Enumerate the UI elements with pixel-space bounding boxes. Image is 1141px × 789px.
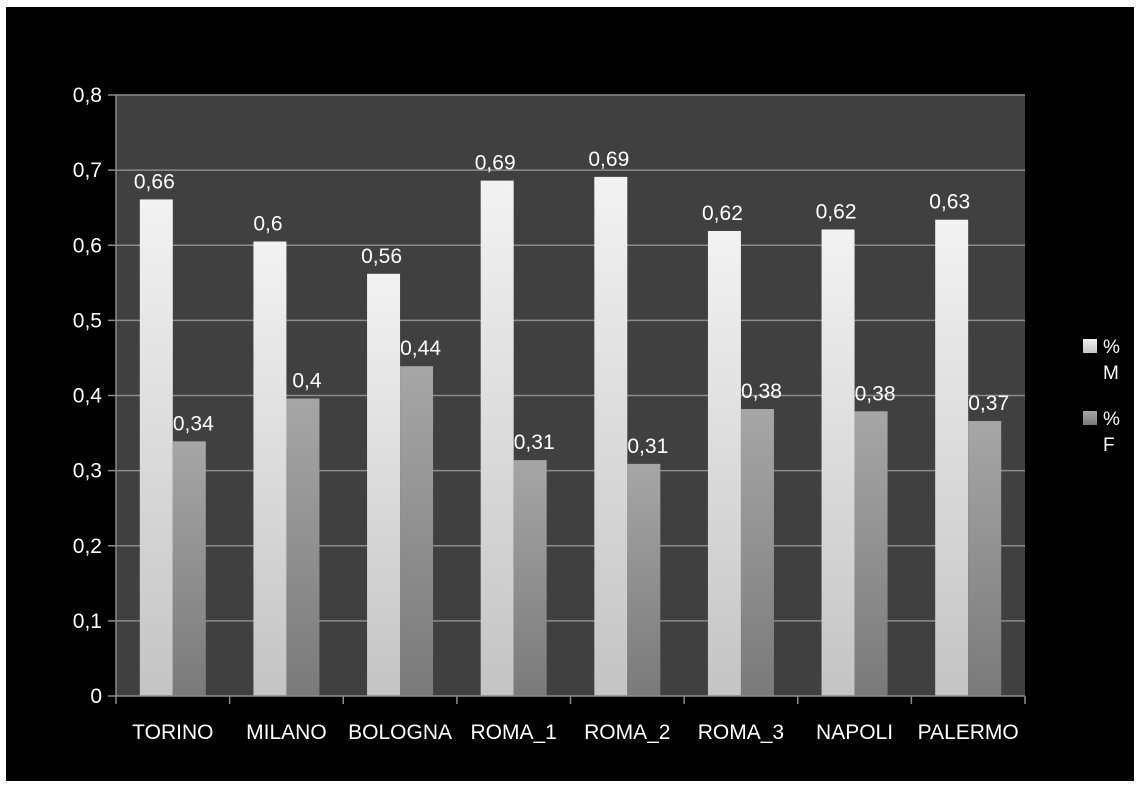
bar-f <box>513 460 547 696</box>
x-tick-label: TORINO <box>132 721 213 744</box>
data-label: 0,37 <box>968 392 1009 415</box>
bar-f <box>968 421 1002 696</box>
legend-label: % <box>1103 409 1120 430</box>
data-label: 0,63 <box>929 191 970 214</box>
y-tick-label: 0,8 <box>73 84 102 107</box>
data-label: 0,69 <box>588 148 629 171</box>
data-label: 0,56 <box>361 245 402 268</box>
data-label: 0,66 <box>134 170 175 193</box>
legend-swatch-m <box>1083 339 1097 353</box>
data-label: 0,4 <box>292 370 322 393</box>
bar-f <box>400 366 434 696</box>
bar-f <box>854 411 888 696</box>
bar-f <box>627 463 661 696</box>
data-label: 0,69 <box>475 152 516 175</box>
bar-f <box>286 398 320 696</box>
chart-frame: 0 0,1 0,2 0,3 0,4 0,5 0,6 0,7 0,8 TORINO MILANO BO… <box>6 7 1134 781</box>
x-tick-label: NAPOLI <box>816 721 893 744</box>
legend-label: % <box>1103 337 1120 358</box>
legend-label: M <box>1103 363 1119 384</box>
x-tick-label: ROMA_2 <box>584 721 670 744</box>
y-tick-labels: 0 0,1 0,2 0,3 0,4 0,5 0,6 0,7 0,8 <box>73 84 103 708</box>
data-label: 0,62 <box>816 200 857 223</box>
y-tick-label: 0,4 <box>73 385 103 408</box>
x-tick-label: ROMA_1 <box>471 721 557 744</box>
legend-label: F <box>1103 435 1115 456</box>
data-label: 0,62 <box>702 202 743 225</box>
data-labels: 0,66 0,34 0,6 0,4 0,56 0,44 0,69 0,31 0,69 0,31 0,… <box>134 148 1009 458</box>
bar-m <box>935 219 969 696</box>
x-tick-label: PALERMO <box>918 721 1019 744</box>
data-label: 0,44 <box>400 337 441 360</box>
data-label: 0,31 <box>514 431 555 454</box>
y-tick-label: 0 <box>90 685 102 708</box>
y-tick-label: 0,2 <box>73 535 102 558</box>
data-label: 0,38 <box>741 380 782 403</box>
legend-swatch-f <box>1083 411 1097 425</box>
y-tick-label: 0,6 <box>73 234 102 257</box>
bar-m <box>594 176 628 697</box>
data-label: 0,31 <box>627 435 668 458</box>
legend: % M% F <box>1083 337 1120 456</box>
data-label: 0,38 <box>855 382 896 405</box>
bar-m <box>253 241 287 696</box>
x-tick-label: BOLOGNA <box>348 721 452 744</box>
y-tick-label: 0,3 <box>73 460 102 483</box>
y-tick-label: 0,5 <box>73 309 102 332</box>
y-tick-label: 0,1 <box>73 610 102 633</box>
axes <box>108 94 1026 704</box>
bar-f <box>740 409 774 696</box>
bar-m <box>139 199 173 696</box>
bar-chart: 0 0,1 0,2 0,3 0,4 0,5 0,6 0,7 0,8 TORINO MILANO BO… <box>73 84 1120 744</box>
x-tick-label: MILANO <box>246 721 327 744</box>
bar-m <box>707 230 741 696</box>
bar-m <box>821 229 855 696</box>
data-label: 0,34 <box>173 412 214 435</box>
data-label: 0,6 <box>253 212 282 235</box>
bars <box>139 176 1002 697</box>
bar-f <box>172 441 206 696</box>
y-tick-label: 0,7 <box>73 159 102 182</box>
bar-m <box>367 273 401 696</box>
bar-m <box>480 180 514 696</box>
category-labels: TORINO MILANO BOLOGNA ROMA_1 ROMA_2 ROMA_3 NAP… <box>132 721 1019 744</box>
x-tick-label: ROMA_3 <box>698 721 784 744</box>
